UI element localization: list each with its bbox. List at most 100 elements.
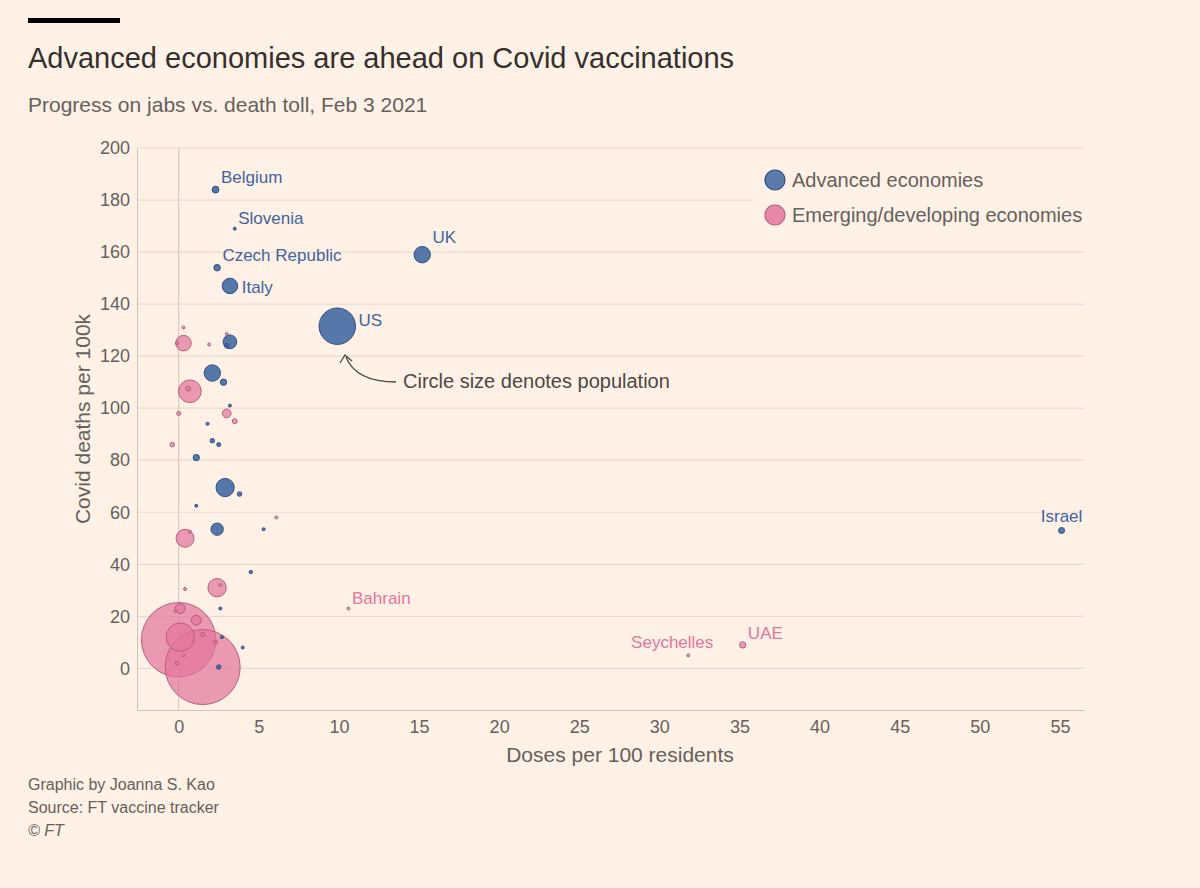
bubble [228,404,231,407]
bubble [184,588,187,591]
bubble [223,335,237,349]
x-tick: 40 [810,710,830,737]
bubble [211,523,223,535]
chart: Advanced economies are ahead on Covid va… [0,0,1200,888]
grid-line [137,304,1084,305]
bubble [176,335,192,351]
y-tick: 160 [100,242,137,262]
annotation-text: Circle size denotes population [403,370,670,392]
x-tick: 30 [650,710,670,737]
bubble [200,632,204,636]
x-tick-label: 25 [570,717,590,737]
y-tick: 180 [100,190,137,210]
bubble [216,478,234,496]
bubble [175,661,178,664]
x-tick-label: 20 [490,717,510,737]
bubble [414,246,430,262]
bubble [170,442,174,446]
x-tick: 45 [890,710,910,737]
top-rule [28,18,120,23]
x-tick-label: 50 [970,717,990,737]
bubble [687,654,690,657]
x-tick-label: 30 [650,717,670,737]
annotation-arrow [346,357,396,382]
y-tick-label: 60 [110,503,130,523]
x-axis-line [138,710,1085,711]
bubble [212,186,219,193]
grid-line [137,512,1084,513]
bubble [237,492,241,496]
point-label: UAE [748,624,783,643]
bubble [214,640,218,644]
x-tick: 15 [410,710,430,737]
x-tick: 5 [254,710,264,737]
grid-line [137,564,1084,565]
bubble [193,454,199,460]
y-tick-label: 200 [100,138,130,158]
y-tick-label: 120 [100,346,130,366]
x-tick: 20 [490,710,510,737]
bubble [195,504,198,507]
y-axis-title: Covid deaths per 100k [71,313,94,524]
bubble [319,308,355,344]
x-tick-label: 15 [410,717,430,737]
bubble [216,665,220,669]
point-labels: USUKItalyBelgiumCzech RepublicIsraelSlov… [221,168,1082,652]
footer: Graphic by Joanna S. Kao Source: FT vacci… [28,776,220,839]
point-label: Italy [242,278,274,297]
bubble [740,642,746,648]
y-tick: 140 [100,294,137,314]
grid-line [137,460,1084,461]
y-tick: 80 [110,450,137,470]
legend-label: Advanced economies [792,169,983,191]
x-tick: 0 [174,710,184,737]
x-axis-title: Doses per 100 residents [506,743,734,766]
x-tick: 55 [1050,710,1070,737]
y-tick-label: 40 [110,555,130,575]
bubble [222,278,238,294]
bubble [182,326,185,329]
bubble [210,438,214,442]
bubble [208,579,226,597]
y-tick: 60 [110,503,137,523]
point-label: Czech Republic [222,246,342,265]
grid-line [137,147,1084,148]
point-label: UK [432,228,456,247]
y-tick-label: 20 [110,607,130,627]
bubble [214,264,221,271]
y-tick-label: 0 [120,659,130,679]
points [141,186,1064,704]
bubble [224,343,228,347]
annotation-arrowhead [340,355,352,363]
bubble [191,615,201,625]
legend: Advanced economies Emerging/developing ec… [752,162,1122,234]
bubble [188,530,191,533]
x-tick-label: 0 [174,717,184,737]
series-points [141,326,745,705]
bubble [177,411,181,415]
bubble [186,386,191,391]
footer-text: Source: FT vaccine tracker [28,799,220,816]
y-tick: 120 [100,346,137,366]
bubble [262,528,265,531]
bubble [220,636,223,639]
footer-text: Graphic by Joanna S. Kao [28,776,215,793]
bubble [233,227,236,230]
bubble [220,379,226,385]
y-tick: 0 [120,659,137,679]
subtitle: Progress on jabs vs. death toll, Feb 3 2… [28,93,427,116]
bubble [206,422,209,425]
x-tick-label: 5 [254,717,264,737]
x-tick-label: 45 [890,717,910,737]
bubble [217,443,221,447]
x-tick: 35 [730,710,750,737]
point-label: Israel [1041,507,1083,526]
y-tick-label: 180 [100,190,130,210]
legend-swatch [765,205,785,225]
annotation: Circle size denotes population [340,355,670,392]
y-tick-label: 140 [100,294,130,314]
x-tick: 10 [329,710,349,737]
legend-label: Emerging/developing economies [792,204,1082,226]
bubble [1059,527,1065,533]
y-tick-label: 100 [100,398,130,418]
